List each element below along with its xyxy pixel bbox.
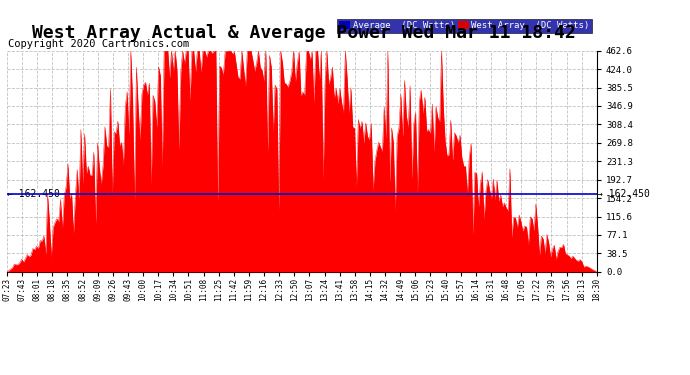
Text: ← 162.450: ← 162.450 bbox=[8, 189, 60, 199]
Text: Copyright 2020 Cartronics.com: Copyright 2020 Cartronics.com bbox=[8, 39, 190, 50]
Legend: Average  (DC Watts), West Array  (DC Watts): Average (DC Watts), West Array (DC Watts… bbox=[337, 19, 592, 33]
Text: West Array Actual & Average Power Wed Mar 11 18:42: West Array Actual & Average Power Wed Ma… bbox=[32, 24, 575, 42]
Text: → 162.450: → 162.450 bbox=[598, 189, 650, 199]
